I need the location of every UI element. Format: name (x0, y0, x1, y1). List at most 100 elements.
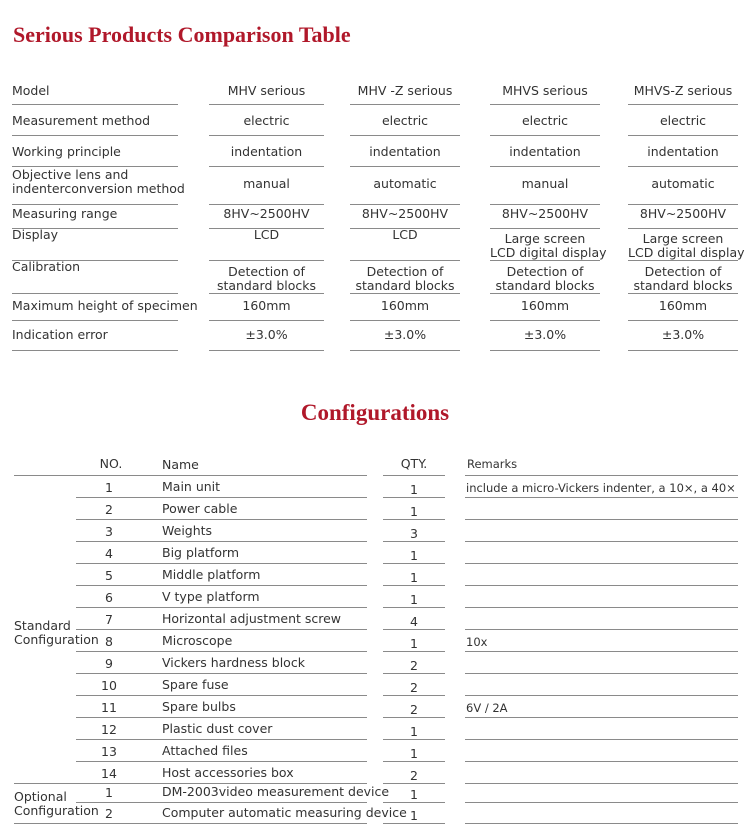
cell-divider (490, 166, 600, 167)
row-label: Model (12, 83, 50, 98)
no-divider (76, 607, 178, 608)
item-qty: 1 (410, 482, 418, 497)
qty-divider (383, 629, 445, 630)
name-divider (160, 497, 367, 498)
cell-divider (628, 320, 738, 321)
header-no: NO. (99, 456, 123, 471)
standard-configuration-label: Standard Configuration (14, 618, 99, 647)
item-no: 1 (105, 785, 113, 800)
cell-divider (490, 320, 600, 321)
cell-divider (209, 320, 324, 321)
cell: 8HV~2500HV (223, 206, 310, 221)
row-label: Working principle (12, 144, 121, 159)
remarks-divider (465, 823, 738, 824)
cell: Detection of standard blocks (633, 264, 733, 293)
remarks-divider (465, 629, 738, 630)
cell-divider (490, 135, 600, 136)
item-remarks: 6V / 2A (466, 701, 508, 715)
item-name: Computer automatic measuring device (162, 805, 407, 820)
name-divider (160, 761, 367, 762)
item-name: Big platform (162, 545, 240, 560)
no-divider (76, 497, 178, 498)
remarks-divider (465, 563, 738, 564)
cell-divider (350, 228, 460, 229)
cell-divider (490, 260, 600, 261)
row-divider (12, 228, 178, 229)
no-divider (76, 761, 178, 762)
cell: electric (381, 113, 429, 128)
name-divider (160, 651, 367, 652)
item-qty: 2 (410, 768, 418, 783)
item-name: Attached files (162, 743, 248, 758)
item-qty: 2 (410, 680, 418, 695)
cell: Large screen LCD digital display (490, 231, 607, 260)
cell: 8HV~2500HV (501, 206, 589, 221)
item-name: Spare bulbs (162, 699, 236, 714)
item-name: Microscope (162, 633, 233, 648)
name-divider (160, 739, 367, 740)
item-name: Spare fuse (162, 677, 229, 692)
no-divider (76, 563, 178, 564)
row-divider (12, 135, 178, 136)
item-name: Vickers hardness block (162, 655, 305, 670)
cell: LCD (253, 227, 280, 242)
cell-divider (350, 320, 460, 321)
qty-divider (383, 823, 445, 824)
item-qty: 2 (410, 702, 418, 717)
cell: automatic (651, 176, 715, 191)
cell: manual (243, 176, 290, 191)
item-no: 13 (101, 744, 117, 759)
qty-divider (383, 739, 445, 740)
row-divider (12, 350, 178, 351)
qty-divider (383, 673, 445, 674)
no-divider (76, 519, 178, 520)
cell-divider (628, 293, 738, 294)
item-qty: 1 (410, 787, 418, 802)
remarks-divider (465, 651, 738, 652)
item-no: 9 (105, 656, 113, 671)
cell-divider (209, 204, 324, 205)
remarks-divider (465, 475, 738, 476)
configurations-title: Configurations (300, 400, 450, 425)
no-divider (14, 823, 178, 824)
qty-divider (383, 519, 445, 520)
cell-divider (628, 350, 738, 351)
item-qty: 2 (410, 658, 418, 673)
row-divider (12, 260, 178, 261)
qty-divider (383, 717, 445, 718)
item-name: Weights (162, 523, 213, 538)
cell: automatic (373, 176, 437, 191)
item-qty: 1 (410, 504, 418, 519)
name-divider (160, 695, 367, 696)
item-qty: 1 (410, 570, 418, 585)
item-name: DM-2003video measurement device (162, 784, 390, 799)
cell: indentation (509, 144, 581, 159)
qty-divider (383, 475, 445, 476)
item-no: 8 (105, 634, 113, 649)
item-no: 5 (105, 568, 113, 583)
row-divider (12, 204, 178, 205)
item-qty: 1 (410, 808, 418, 823)
cell-divider (490, 293, 600, 294)
item-no: 2 (105, 806, 113, 821)
cell-divider (350, 104, 460, 105)
row-label: Indication error (12, 327, 108, 342)
cell-divider (209, 228, 324, 229)
cell-divider (350, 260, 460, 261)
no-divider (14, 783, 178, 784)
name-divider (160, 802, 367, 803)
no-divider (76, 585, 178, 586)
remarks-divider (465, 695, 738, 696)
item-remarks: include a micro-Vickers indenter, a 10×,… (466, 481, 736, 495)
no-divider (76, 541, 178, 542)
item-name: Main unit (162, 479, 221, 494)
row-label: Maximum height of specimen (12, 298, 198, 313)
cell-divider (628, 135, 738, 136)
cell: ±3.0% (245, 327, 288, 342)
no-divider (76, 695, 178, 696)
cell: ±3.0% (661, 327, 705, 342)
name-divider (160, 541, 367, 542)
cell-divider (628, 260, 738, 261)
qty-divider (383, 563, 445, 564)
